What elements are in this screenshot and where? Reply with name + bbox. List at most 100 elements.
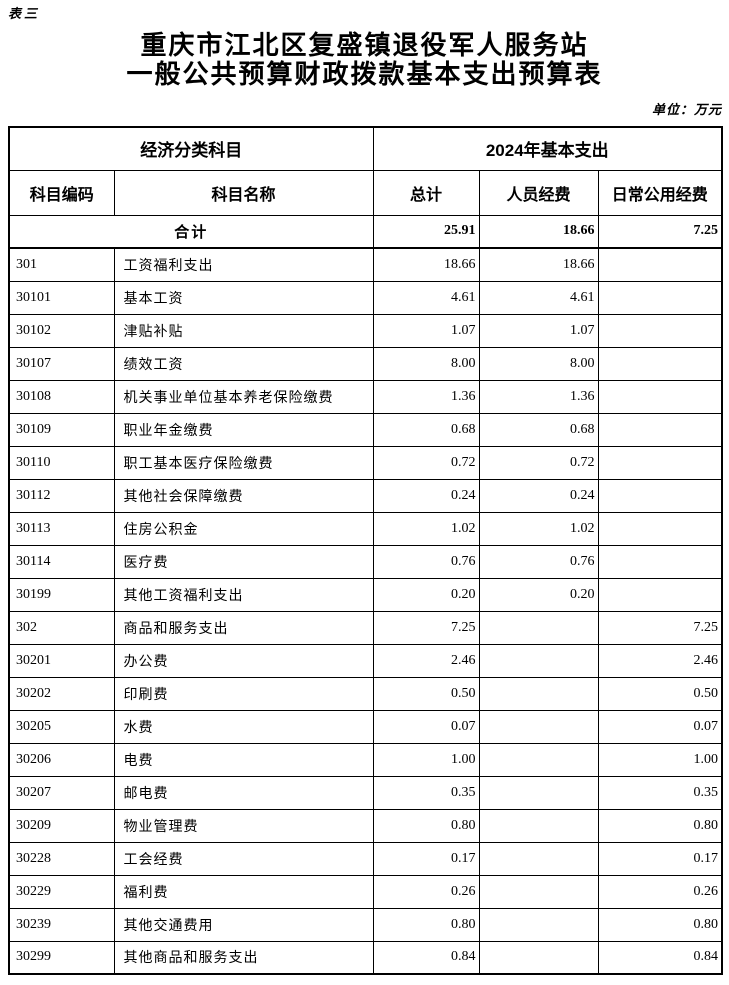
daily-expense-cell: 2.46 xyxy=(597,643,723,678)
table-row: 30102 津贴补贴 1.07 1.07 xyxy=(8,313,723,348)
personnel-cell xyxy=(478,676,599,711)
table-row: 30209 物业管理费 0.80 0.80 xyxy=(8,808,723,843)
col-header-total: 总计 xyxy=(372,169,480,216)
daily-expense-cell xyxy=(597,445,723,480)
subject-name-cell: 印刷费 xyxy=(113,676,374,711)
personnel-cell: 0.76 xyxy=(478,544,599,579)
subject-name-cell: 津贴补贴 xyxy=(113,313,374,348)
daily-expense-cell xyxy=(597,346,723,381)
subject-name-cell: 水费 xyxy=(113,709,374,744)
table-row: 30206 电费 1.00 1.00 xyxy=(8,742,723,777)
subject-name-cell: 机关事业单位基本养老保险缴费 xyxy=(113,379,374,414)
personnel-cell: 1.02 xyxy=(478,511,599,546)
subject-code-cell: 30101 xyxy=(8,280,115,315)
daily-expense-cell: 0.35 xyxy=(597,775,723,810)
subject-code-cell: 30202 xyxy=(8,676,115,711)
personnel-cell: 18.66 xyxy=(478,214,599,249)
total-cell: 0.80 xyxy=(372,907,480,942)
daily-expense-cell: 0.50 xyxy=(597,676,723,711)
daily-expense-cell xyxy=(597,412,723,447)
subject-code-cell: 30229 xyxy=(8,874,115,909)
daily-expense-cell xyxy=(597,379,723,414)
daily-expense-cell xyxy=(597,577,723,612)
subject-code-cell: 30299 xyxy=(8,940,115,975)
doc-tag: 表三 xyxy=(8,7,41,22)
col-header-personnel-expense: 人员经费 xyxy=(478,169,599,216)
subject-name-cell: 住房公积金 xyxy=(113,511,374,546)
total-cell: 0.84 xyxy=(372,940,480,975)
subject-code-cell: 301 xyxy=(8,247,115,282)
personnel-cell: 0.24 xyxy=(478,478,599,513)
total-cell: 1.07 xyxy=(372,313,480,348)
table-row: 302 商品和服务支出 7.25 7.25 xyxy=(8,610,723,645)
subject-name-cell: 基本工资 xyxy=(113,280,374,315)
subject-name-cell: 商品和服务支出 xyxy=(113,610,374,645)
personnel-cell xyxy=(478,808,599,843)
daily-expense-cell: 0.26 xyxy=(597,874,723,909)
subject-code-cell: 30206 xyxy=(8,742,115,777)
subject-name-cell: 其他商品和服务支出 xyxy=(113,940,374,975)
total-row-label: 合计 xyxy=(8,214,374,249)
personnel-cell: 0.68 xyxy=(478,412,599,447)
total-cell: 7.25 xyxy=(372,610,480,645)
subject-code-cell: 30110 xyxy=(8,445,115,480)
daily-expense-cell xyxy=(597,544,723,579)
table-row: 30205 水费 0.07 0.07 xyxy=(8,709,723,744)
table-row: 30114 医疗费 0.76 0.76 xyxy=(8,544,723,579)
total-cell: 0.68 xyxy=(372,412,480,447)
daily-expense-cell: 0.80 xyxy=(597,907,723,942)
total-cell: 0.35 xyxy=(372,775,480,810)
subject-name-cell: 其他工资福利支出 xyxy=(113,577,374,612)
total-cell: 0.17 xyxy=(372,841,480,876)
subject-code-cell: 30112 xyxy=(8,478,115,513)
total-cell: 2.46 xyxy=(372,643,480,678)
table-row: 30202 印刷费 0.50 0.50 xyxy=(8,676,723,711)
personnel-cell xyxy=(478,907,599,942)
column-header-row: 科目编码 科目名称 总计 人员经费 日常公用经费 xyxy=(8,169,723,216)
personnel-cell: 4.61 xyxy=(478,280,599,315)
table-row: 30113 住房公积金 1.02 1.02 xyxy=(8,511,723,546)
subject-code-cell: 30199 xyxy=(8,577,115,612)
table-row: 30199 其他工资福利支出 0.20 0.20 xyxy=(8,577,723,612)
subject-code-cell: 30108 xyxy=(8,379,115,414)
table-header: 经济分类科目 2024年基本支出 科目编码 科目名称 总计 人员经费 日常公用经… xyxy=(8,126,723,216)
subject-name-cell: 物业管理费 xyxy=(113,808,374,843)
daily-expense-cell: 7.25 xyxy=(597,610,723,645)
subject-name-cell: 其他交通费用 xyxy=(113,907,374,942)
total-cell: 0.72 xyxy=(372,445,480,480)
daily-expense-cell xyxy=(597,511,723,546)
personnel-cell: 0.20 xyxy=(478,577,599,612)
total-cell: 1.36 xyxy=(372,379,480,414)
personnel-cell: 1.07 xyxy=(478,313,599,348)
subject-code-cell: 30102 xyxy=(8,313,115,348)
daily-expense-cell: 0.80 xyxy=(597,808,723,843)
table-row: 30229 福利费 0.26 0.26 xyxy=(8,874,723,909)
total-cell: 18.66 xyxy=(372,247,480,282)
page-title-line1: 重庆市江北区复盛镇退役军人服务站 xyxy=(140,30,589,60)
total-cell: 0.50 xyxy=(372,676,480,711)
total-cell: 1.02 xyxy=(372,511,480,546)
col-header-subject-name: 科目名称 xyxy=(113,169,374,216)
total-cell: 25.91 xyxy=(372,214,480,249)
daily-expense-cell xyxy=(597,280,723,315)
total-cell: 0.20 xyxy=(372,577,480,612)
table-row: 30228 工会经费 0.17 0.17 xyxy=(8,841,723,876)
subject-name-cell: 职工基本医疗保险缴费 xyxy=(113,445,374,480)
table-row: 30107 绩效工资 8.00 8.00 xyxy=(8,346,723,381)
daily-expense-cell xyxy=(597,313,723,348)
personnel-cell xyxy=(478,775,599,810)
subject-code-cell: 30114 xyxy=(8,544,115,579)
personnel-cell xyxy=(478,610,599,645)
total-cell: 0.07 xyxy=(372,709,480,744)
subject-name-cell: 工资福利支出 xyxy=(113,247,374,282)
subject-name-cell: 绩效工资 xyxy=(113,346,374,381)
subject-name-cell: 邮电费 xyxy=(113,775,374,810)
subject-name-cell: 职业年金缴费 xyxy=(113,412,374,447)
total-cell: 1.00 xyxy=(372,742,480,777)
personnel-cell xyxy=(478,742,599,777)
subject-code-cell: 302 xyxy=(8,610,115,645)
total-cell: 8.00 xyxy=(372,346,480,381)
page-title: 重庆市江北区复盛镇退役军人服务站 一般公共预算财政拨款基本支出预算表 xyxy=(0,31,729,89)
total-row: 合计 25.91 18.66 7.25 xyxy=(8,214,723,249)
